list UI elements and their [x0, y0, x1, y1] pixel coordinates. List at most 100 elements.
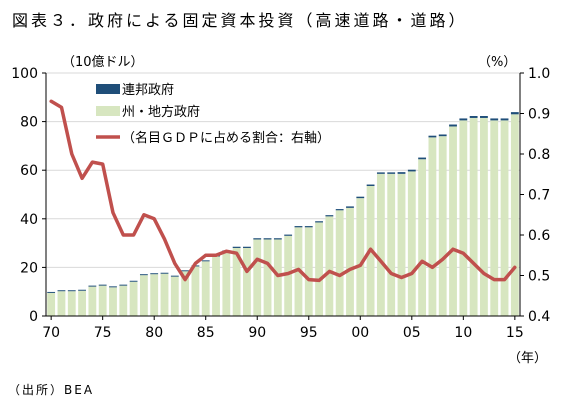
- bar-state-local: [500, 120, 509, 316]
- bar-state-local: [325, 216, 334, 316]
- chart-title: 図表３．政府による固定資本投資（高速道路・道路）: [12, 11, 468, 30]
- bar-federal: [315, 221, 323, 223]
- right-axis-tick-label: 1.0: [528, 66, 550, 82]
- x-axis-tick-label: 00: [351, 325, 369, 341]
- bar-state-local: [263, 239, 272, 316]
- x-axis-tick-label: 05: [403, 325, 421, 341]
- bar-federal: [181, 270, 190, 272]
- bar-state-local: [98, 285, 107, 316]
- bar-federal: [243, 246, 251, 248]
- left-axis-unit: （10億ドル）: [62, 54, 144, 70]
- bar-federal: [438, 134, 447, 137]
- bar-federal: [418, 157, 427, 160]
- x-axis-tick-label: 80: [145, 325, 163, 341]
- bar-state-local: [273, 239, 282, 316]
- bar-federal: [449, 124, 457, 127]
- bar-state-local: [181, 271, 190, 316]
- bar-state-local: [78, 290, 86, 316]
- bar-federal: [98, 284, 107, 286]
- bar-federal: [387, 172, 396, 174]
- bar-state-local: [397, 173, 406, 316]
- bar-state-local: [150, 274, 159, 316]
- bar-state-local: [139, 275, 148, 316]
- legend-label-gdp-ratio: （名目ＧＤＰに占める割合：右軸）: [122, 130, 330, 146]
- x-axis-unit: （年）: [508, 351, 547, 366]
- x-axis-tick-label: 15: [506, 325, 524, 341]
- bar-federal: [67, 290, 76, 292]
- bar-state-local: [160, 273, 169, 316]
- left-axis-tick-label: 60: [20, 163, 38, 179]
- x-axis-tick-label: 75: [94, 325, 112, 341]
- bar-federal: [150, 273, 159, 275]
- gdp-ratio-line: [49, 99, 517, 283]
- bar-state-local: [129, 281, 138, 316]
- bar-state-local: [428, 137, 437, 316]
- bar-state-local: [449, 126, 457, 317]
- bar-federal: [304, 226, 313, 228]
- bar-federal: [325, 215, 334, 217]
- bar-federal: [407, 169, 416, 172]
- bar-state-local: [232, 247, 241, 316]
- bar-state-local: [459, 120, 468, 316]
- bar-federal: [500, 118, 509, 121]
- right-axis-tick-label: 0.6: [528, 228, 550, 244]
- legend-swatch-state-local: [96, 106, 120, 116]
- bar-federal: [335, 209, 344, 211]
- left-axis-tick-label: 0: [29, 309, 38, 325]
- bar-federal: [510, 112, 519, 115]
- gridlines: [46, 72, 520, 268]
- bar-federal: [232, 246, 241, 248]
- bar-state-local: [222, 251, 231, 316]
- bar-state-local: [243, 247, 251, 316]
- bar-federal: [109, 286, 117, 288]
- left-axis-tick-label: 20: [20, 260, 38, 276]
- bar-state-local: [47, 292, 56, 316]
- bar-federal: [346, 206, 354, 208]
- bar-federal: [170, 275, 179, 277]
- source-note: （出所）BEA: [8, 383, 95, 397]
- bar-state-local: [212, 256, 220, 316]
- bar-federal: [459, 118, 468, 121]
- axis-ticks: 0 20 40 60 80 100 0.4 0.5 0.6 0.7 0.8 0.9 1.0 70 75 80 8…: [11, 66, 550, 341]
- ratio-line-layer: [49, 99, 517, 283]
- left-axis-tick-label: 100: [11, 66, 38, 82]
- bar-federal: [78, 289, 86, 291]
- bar-federal: [129, 280, 138, 282]
- legend-label-state-local: 州・地方政府: [122, 104, 200, 120]
- left-axis-tick-label: 40: [20, 212, 38, 228]
- right-axis-tick-label: 0.8: [528, 147, 550, 163]
- bar-state-local: [387, 173, 396, 316]
- bar-federal: [376, 172, 385, 174]
- right-axis-tick-label: 0.9: [528, 107, 550, 123]
- x-axis-tick-label: 85: [197, 325, 215, 341]
- bar-federal: [253, 238, 262, 240]
- right-axis-unit: （%）: [478, 55, 516, 70]
- bar-state-local: [438, 136, 447, 316]
- bar-state-local: [315, 222, 323, 316]
- bar-federal: [263, 238, 272, 240]
- bar-state-local: [480, 117, 488, 316]
- bar-federal: [47, 291, 56, 293]
- bar-state-local: [510, 114, 519, 316]
- bar-federal: [480, 116, 488, 118]
- right-axis-tick-label: 0.7: [528, 188, 550, 204]
- bar-state-local: [490, 120, 499, 316]
- right-axis-tick-label: 0.4: [528, 309, 550, 325]
- bar-federal: [366, 184, 375, 186]
- bar-state-local: [346, 207, 354, 316]
- bar-federal: [356, 196, 365, 199]
- x-axis-tick-label: 95: [300, 325, 318, 341]
- legend-swatch-federal: [96, 84, 120, 94]
- bar-state-local: [253, 239, 262, 316]
- bar-state-local: [67, 291, 76, 316]
- bar-federal: [397, 172, 406, 174]
- bar-state-local: [356, 198, 365, 316]
- left-axis-tick-label: 80: [20, 115, 38, 131]
- bar-state-local: [304, 227, 313, 316]
- bar-federal: [160, 272, 169, 274]
- bar-federal: [294, 226, 303, 228]
- bar-state-local: [335, 210, 344, 316]
- x-axis-tick-label: 10: [454, 325, 472, 341]
- bar-federal: [139, 274, 148, 276]
- bar-federal: [490, 118, 499, 121]
